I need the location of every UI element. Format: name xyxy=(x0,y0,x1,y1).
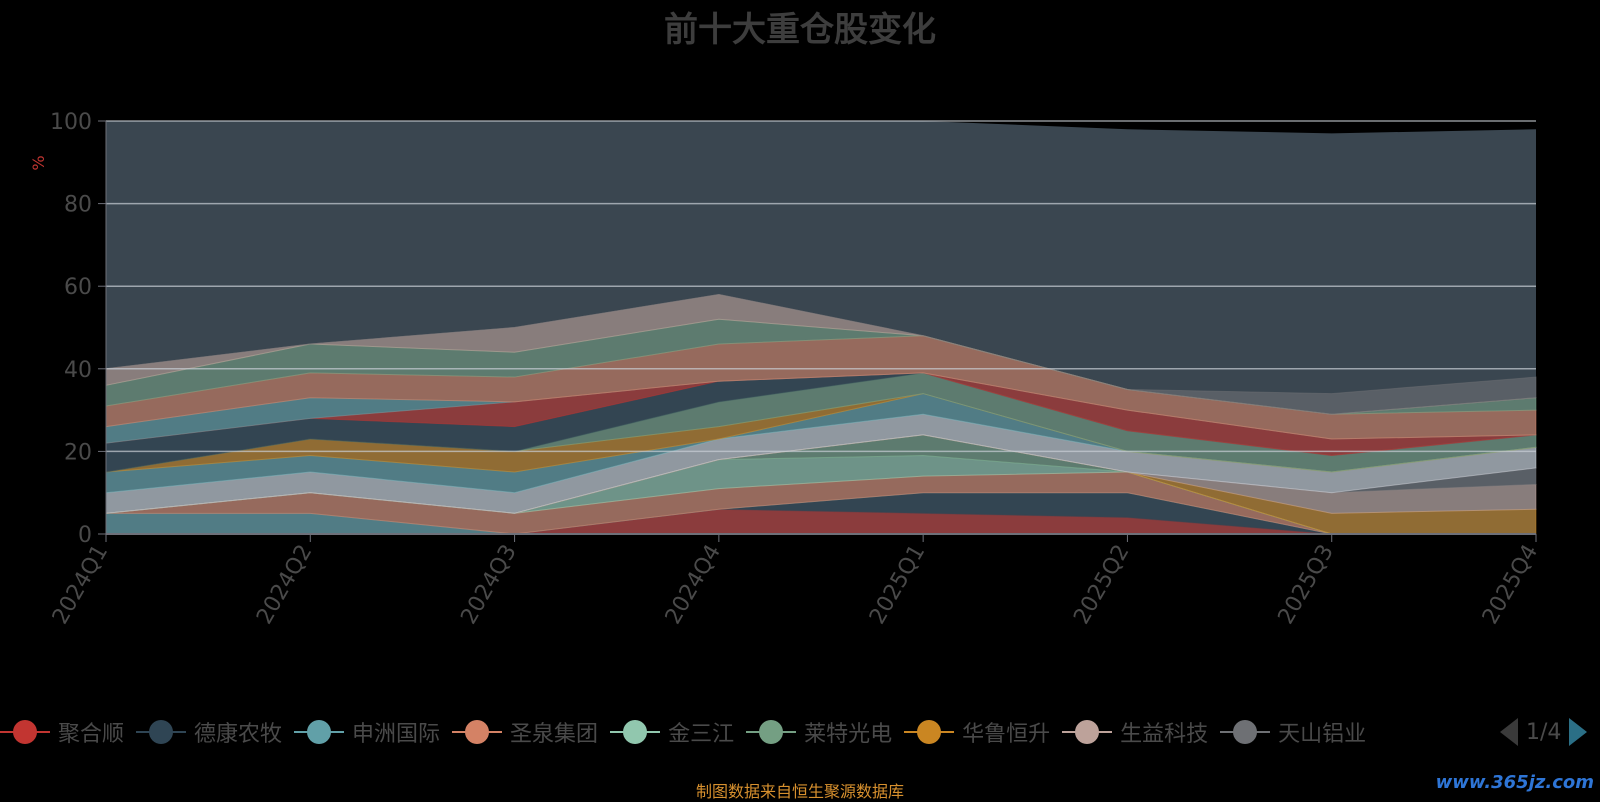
legend-marker-icon xyxy=(1220,719,1271,745)
legend-item[interactable]: 申洲国际 xyxy=(294,712,440,752)
legend-item[interactable]: 金三江 xyxy=(610,712,734,752)
legend: 聚合顺 德康农牧 申洲国际 圣泉集团 金三江 莱特光电 华鲁恒升 生益科技 天山铝业 xyxy=(0,712,1490,752)
x-tick-label: 2024Q3 xyxy=(456,541,521,629)
legend-item[interactable]: 德康农牧 xyxy=(136,712,282,752)
x-tick-label: 2024Q1 xyxy=(48,541,113,629)
legend-label: 华鲁恒升 xyxy=(962,722,1051,747)
legend-item[interactable]: 生益科技 xyxy=(1062,712,1208,752)
pager-prev-icon[interactable] xyxy=(1500,718,1518,746)
legend-marker-icon xyxy=(452,719,503,745)
x-tick-label: 2025Q2 xyxy=(1069,541,1134,629)
legend-marker-icon xyxy=(136,719,187,745)
legend-label: 生益科技 xyxy=(1120,722,1209,747)
y-axis-label: % xyxy=(29,155,48,170)
x-tick-label: 2024Q2 xyxy=(252,541,317,629)
legend-item[interactable]: 天山铝业 xyxy=(1220,712,1366,752)
legend-marker-icon xyxy=(610,719,661,745)
legend-label: 德康农牧 xyxy=(194,722,283,747)
y-tick-label: 40 xyxy=(64,358,92,383)
x-tick-label: 2025Q4 xyxy=(1478,541,1543,629)
area-series-19[interactable] xyxy=(105,293,1537,415)
legend-marker-icon xyxy=(746,719,797,745)
legend-label: 天山铝业 xyxy=(1278,722,1367,747)
legend-label: 申洲国际 xyxy=(352,722,441,747)
legend-item[interactable]: 华鲁恒升 xyxy=(904,712,1050,752)
legend-label: 金三江 xyxy=(668,722,735,747)
source-note: 制图数据来自恒生聚源数据库 xyxy=(695,782,904,801)
legend-marker-icon xyxy=(0,719,50,745)
legend-item[interactable]: 莱特光电 xyxy=(746,712,892,752)
chart-title: 前十大重仓股变化 xyxy=(664,10,936,50)
legend-pager: 1/4 xyxy=(1500,712,1600,752)
legend-item[interactable]: 圣泉集团 xyxy=(452,712,598,752)
y-tick-label: 0 xyxy=(78,523,92,548)
pager-label: 1/4 xyxy=(1526,719,1562,745)
y-tick-label: 80 xyxy=(64,193,92,218)
legend-label: 莱特光电 xyxy=(804,722,893,747)
y-tick-label: 20 xyxy=(64,440,92,465)
legend-marker-icon xyxy=(904,719,955,745)
legend-label: 圣泉集团 xyxy=(510,722,599,747)
x-tick-label: 2025Q1 xyxy=(865,541,930,629)
legend-label: 聚合顺 xyxy=(58,722,125,747)
y-tick-label: 60 xyxy=(64,275,92,300)
x-tick-label: 2024Q4 xyxy=(661,541,726,629)
pager-next-icon[interactable] xyxy=(1569,718,1588,746)
watermark: www.365jz.com xyxy=(1435,772,1594,793)
legend-marker-icon xyxy=(294,719,345,745)
y-tick-label: 100 xyxy=(50,110,92,135)
legend-item[interactable]: 聚合顺 xyxy=(0,712,124,752)
legend-marker-icon xyxy=(1062,719,1113,745)
x-tick-label: 2025Q3 xyxy=(1274,541,1339,629)
